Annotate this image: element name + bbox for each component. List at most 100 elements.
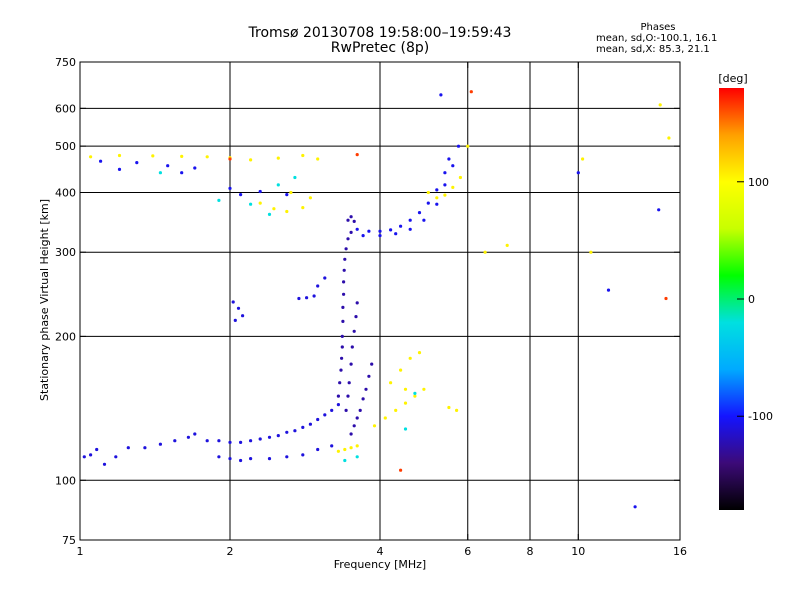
echo-point xyxy=(458,175,462,180)
echo-point xyxy=(301,425,305,429)
echo-point xyxy=(443,171,447,175)
echo-point xyxy=(330,444,334,448)
echo-point xyxy=(323,413,327,417)
echo-point xyxy=(372,424,377,428)
echo-point xyxy=(228,157,232,161)
y-axis-label: Stationary phase Virtual Height [km] xyxy=(38,199,51,401)
grid-lines xyxy=(80,62,680,540)
echo-point xyxy=(341,305,345,309)
echo-point xyxy=(135,161,139,165)
echo-point xyxy=(349,432,353,436)
echo-point xyxy=(361,234,365,238)
colorbar-tick-label: 100 xyxy=(748,176,769,189)
colorbar-tick-label: 0 xyxy=(748,293,755,306)
echo-point xyxy=(364,387,368,391)
echo-point xyxy=(408,227,412,231)
echo-point xyxy=(341,319,345,323)
echo-point xyxy=(344,247,348,251)
echo-point xyxy=(340,356,344,360)
echo-point xyxy=(349,230,353,234)
x-tick-label: 1 xyxy=(77,545,84,558)
echo-point xyxy=(342,268,346,272)
echo-point xyxy=(316,417,320,422)
echo-point xyxy=(349,446,353,450)
echo-point xyxy=(241,314,245,318)
echo-point xyxy=(408,218,412,222)
echo-point xyxy=(355,416,359,420)
echo-point xyxy=(658,103,662,107)
echo-point xyxy=(361,397,365,401)
echo-point xyxy=(435,188,439,192)
echo-points xyxy=(82,90,671,509)
echo-point xyxy=(249,439,253,443)
echo-point xyxy=(293,429,297,433)
echo-point xyxy=(89,453,93,457)
echo-point xyxy=(355,444,359,448)
echo-point xyxy=(180,154,184,158)
echo-point xyxy=(350,345,354,349)
echo-point xyxy=(367,374,371,378)
echo-point xyxy=(228,457,232,461)
echo-point xyxy=(358,408,362,412)
echo-point xyxy=(343,447,347,452)
echo-point xyxy=(336,449,340,453)
echo-point xyxy=(151,154,155,158)
echo-point xyxy=(285,430,289,434)
echo-point xyxy=(117,167,122,171)
echo-point xyxy=(158,442,162,446)
echo-point xyxy=(633,505,637,509)
echo-point xyxy=(217,198,221,202)
echo-point xyxy=(394,408,398,412)
echo-point xyxy=(403,401,408,405)
phase-statistics-o-mode: mean, sd,O:-100.1, 16.1 xyxy=(596,33,718,44)
echo-point xyxy=(228,440,232,444)
echo-point xyxy=(231,300,235,304)
echo-point xyxy=(413,391,417,395)
x-tick-label: 2 xyxy=(227,545,234,558)
echo-point xyxy=(349,215,353,219)
echo-point xyxy=(276,156,280,160)
echo-point xyxy=(126,446,130,450)
echo-point xyxy=(166,164,170,168)
echo-point xyxy=(340,334,344,338)
chart-subtitle: RwPretec (8p) xyxy=(330,40,430,56)
x-tick-label: 10 xyxy=(571,545,585,558)
echo-point xyxy=(330,408,334,412)
echo-point xyxy=(233,318,237,322)
echo-point xyxy=(217,455,221,459)
echo-point xyxy=(664,296,668,301)
echo-point xyxy=(417,351,422,355)
echo-point xyxy=(346,237,350,241)
echo-point xyxy=(249,202,253,206)
echo-point xyxy=(399,368,403,372)
echo-point xyxy=(323,276,327,280)
echo-point xyxy=(285,209,289,214)
echo-point xyxy=(389,228,393,232)
echo-point xyxy=(505,243,509,247)
echo-point xyxy=(117,153,122,158)
echo-point xyxy=(355,153,359,157)
echo-point xyxy=(276,434,280,438)
echo-point xyxy=(342,292,346,296)
echo-point xyxy=(394,232,398,236)
colorbar-label: [deg] xyxy=(718,72,747,85)
echo-point xyxy=(258,201,262,205)
echo-point xyxy=(249,457,253,461)
echo-point xyxy=(217,439,221,443)
echo-point xyxy=(239,440,243,444)
echo-point xyxy=(186,435,190,439)
echo-point xyxy=(336,403,340,407)
echo-point xyxy=(447,405,451,410)
echo-point xyxy=(343,458,347,463)
echo-point xyxy=(342,280,346,284)
echo-point xyxy=(443,183,447,187)
y-tick-label: 75 xyxy=(62,534,76,547)
echo-point xyxy=(443,193,447,197)
echo-point xyxy=(205,155,209,159)
echo-point xyxy=(293,175,297,180)
echo-point xyxy=(439,93,443,97)
echo-point xyxy=(403,387,408,391)
echo-point xyxy=(576,171,580,175)
echo-point xyxy=(308,196,312,200)
echo-point xyxy=(483,250,487,254)
